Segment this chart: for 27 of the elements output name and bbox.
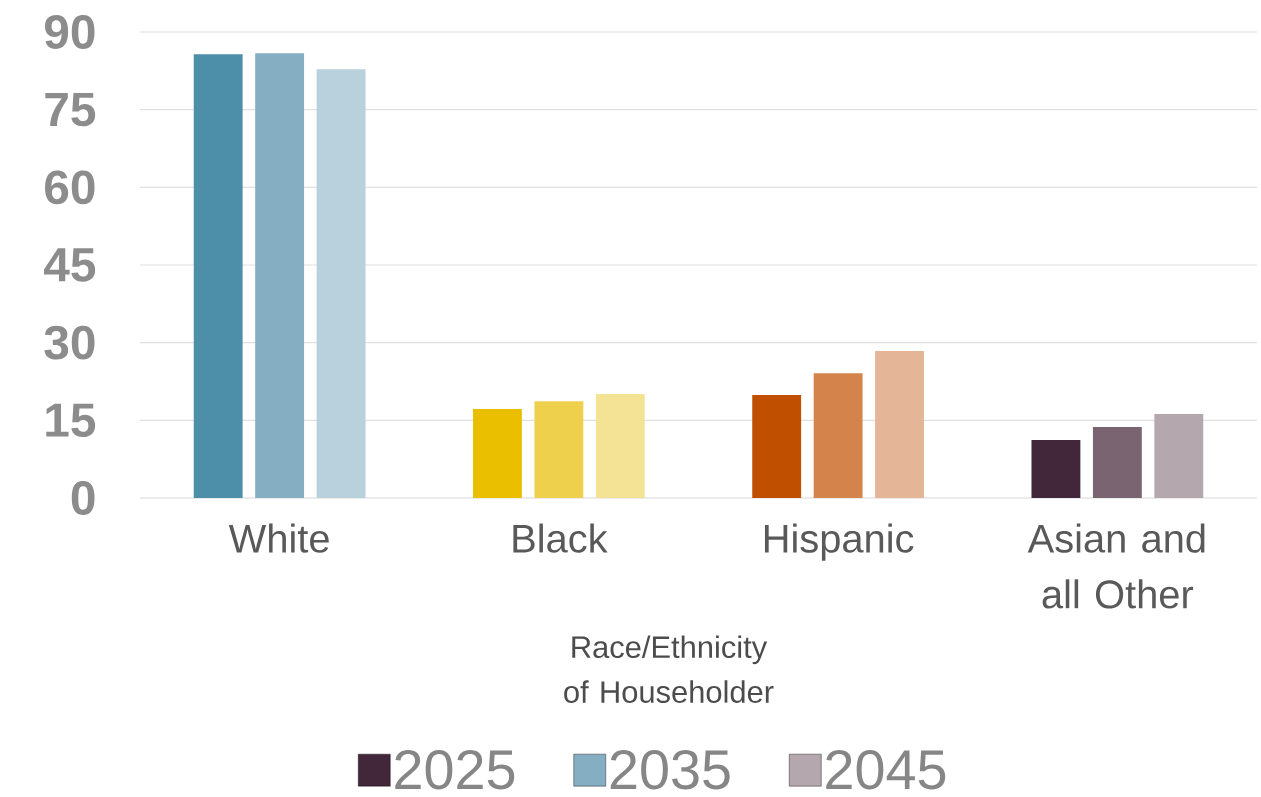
bar: [813, 373, 863, 498]
bar: [1092, 427, 1142, 498]
bar: [255, 53, 305, 498]
x-axis-title: Race/Ethnicity of Householder: [564, 635, 774, 703]
bar: [875, 350, 924, 498]
legend-label: 2045: [826, 749, 946, 790]
y-tick-label: 75: [45, 92, 96, 127]
y-tick-label: 90: [44, 15, 95, 49]
x-tick-label: Hispanic: [764, 523, 914, 561]
bar: [316, 69, 366, 498]
y-tick-label: 45: [44, 248, 96, 282]
y-tick-label: 30: [44, 325, 95, 360]
bar: [473, 408, 522, 498]
legend-label: 2025: [395, 749, 515, 790]
y-tick-label: 15: [46, 403, 96, 438]
legend-label: 2035: [610, 749, 730, 790]
x-tick-label: Asian and all Other: [1027, 523, 1205, 609]
bar: [193, 54, 243, 498]
bar: [1031, 440, 1081, 498]
x-tick-label: White: [228, 523, 329, 553]
bar: [534, 401, 584, 498]
y-tick-label: 0: [71, 481, 95, 515]
bar: [1154, 414, 1204, 498]
bar: [595, 393, 645, 498]
y-tick-label: 60: [45, 170, 95, 205]
bar: [752, 394, 802, 498]
x-tick-label: Black: [513, 523, 608, 553]
